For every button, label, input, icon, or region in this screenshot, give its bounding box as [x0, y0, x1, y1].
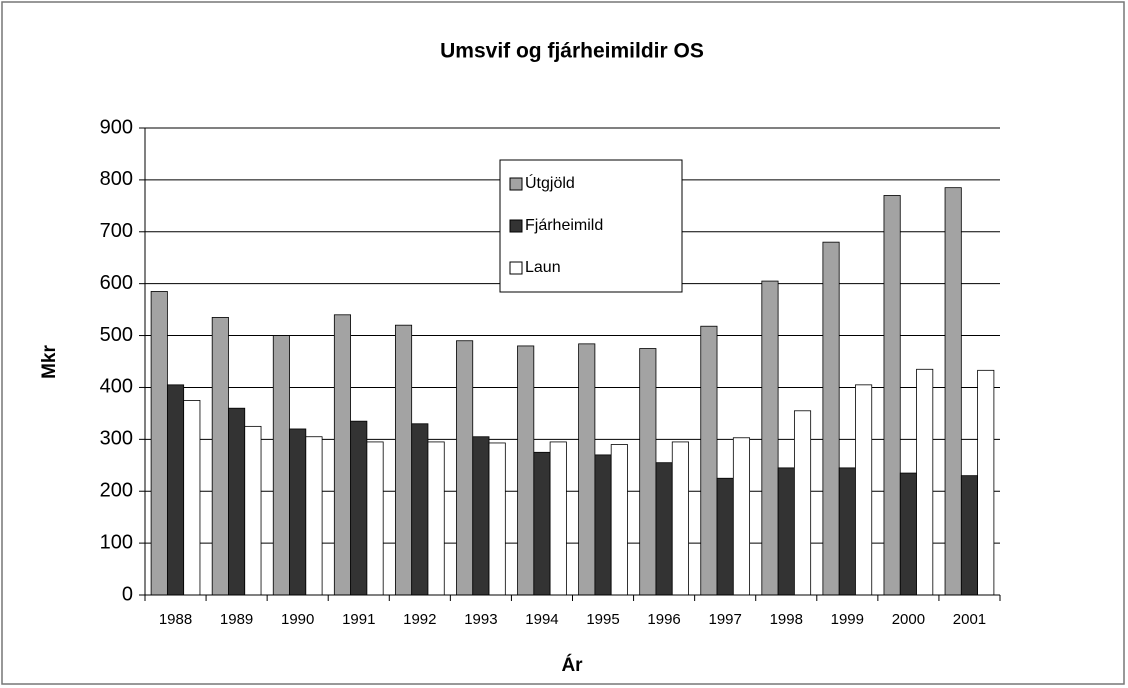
bar: [350, 420, 368, 596]
bar: [594, 454, 612, 596]
legend-swatch: [509, 177, 523, 191]
bar: [761, 280, 779, 596]
x-tick-label: 1995: [586, 611, 619, 628]
bar: [366, 441, 384, 596]
x-tick-label: 1998: [770, 611, 803, 628]
bar: [488, 442, 506, 596]
y-tick-label: 500: [100, 324, 133, 346]
x-tick-label: 1988: [159, 611, 192, 628]
bar: [289, 428, 307, 596]
bar: [166, 384, 185, 596]
bar: [549, 441, 567, 596]
bar: [671, 441, 689, 596]
x-tick-label: 1991: [342, 611, 375, 628]
y-tick-label: 600: [100, 272, 133, 294]
bar: [700, 325, 718, 596]
bar: [639, 348, 657, 596]
y-tick-label: 0: [122, 583, 133, 605]
y-tick-label: 300: [100, 428, 133, 450]
x-tick-label: 1999: [831, 611, 864, 628]
x-tick-label: 1996: [647, 611, 680, 628]
legend-swatch: [509, 261, 523, 275]
bar: [228, 407, 246, 596]
bar: [855, 384, 873, 596]
bar: [305, 436, 323, 596]
x-tick-label: 1994: [525, 611, 558, 628]
y-tick-label: 100: [100, 531, 133, 553]
y-tick-label: 200: [100, 480, 133, 502]
x-axis-title: Ár: [561, 654, 583, 676]
bar: [960, 475, 979, 596]
legend-label: Laun: [525, 259, 561, 276]
bar: [578, 343, 596, 596]
bar: [610, 444, 628, 596]
y-tick-label: 700: [100, 220, 133, 242]
bar: [150, 291, 168, 596]
x-tick-label: 1993: [464, 611, 497, 628]
bar: [183, 400, 201, 596]
x-tick-label: 2001: [953, 611, 986, 628]
bar: [517, 345, 535, 596]
bar: [716, 477, 734, 596]
bar: [899, 472, 917, 596]
chart-title: Umsvif og fjárheimildir OS: [440, 40, 704, 63]
x-tick-label: 2000: [892, 611, 925, 628]
x-tick-label: 1992: [403, 611, 436, 628]
bar: [777, 467, 795, 596]
x-tick-label: 1997: [708, 611, 741, 628]
x-tick-label: 1989: [220, 611, 253, 628]
legend-label: Fjárheimild: [525, 217, 603, 234]
legend-label: Útgjöld: [525, 173, 575, 192]
y-axis-title: Mkr: [39, 345, 60, 379]
bar: [793, 410, 812, 596]
bar: [244, 425, 262, 596]
bar: [211, 316, 229, 596]
y-tick-label: 800: [100, 168, 133, 190]
bar: [732, 437, 751, 596]
bar: [472, 436, 490, 596]
bar: [456, 340, 474, 596]
legend-box: [499, 159, 683, 293]
bar: [916, 368, 934, 596]
x-tick-label: 1990: [281, 611, 314, 628]
y-tick-label: 400: [100, 376, 133, 398]
bar: [427, 441, 445, 596]
bar: [655, 462, 673, 596]
bar: [272, 335, 290, 596]
y-tick-label: 900: [100, 116, 133, 138]
bar: [944, 187, 962, 596]
bar: [883, 195, 901, 596]
bar: [394, 324, 413, 596]
bar: [822, 241, 840, 596]
bar: [977, 369, 995, 596]
bar: [838, 467, 856, 596]
bar: [533, 451, 551, 596]
bar: [411, 423, 429, 596]
bar: [333, 314, 352, 596]
legend-swatch: [509, 219, 523, 233]
